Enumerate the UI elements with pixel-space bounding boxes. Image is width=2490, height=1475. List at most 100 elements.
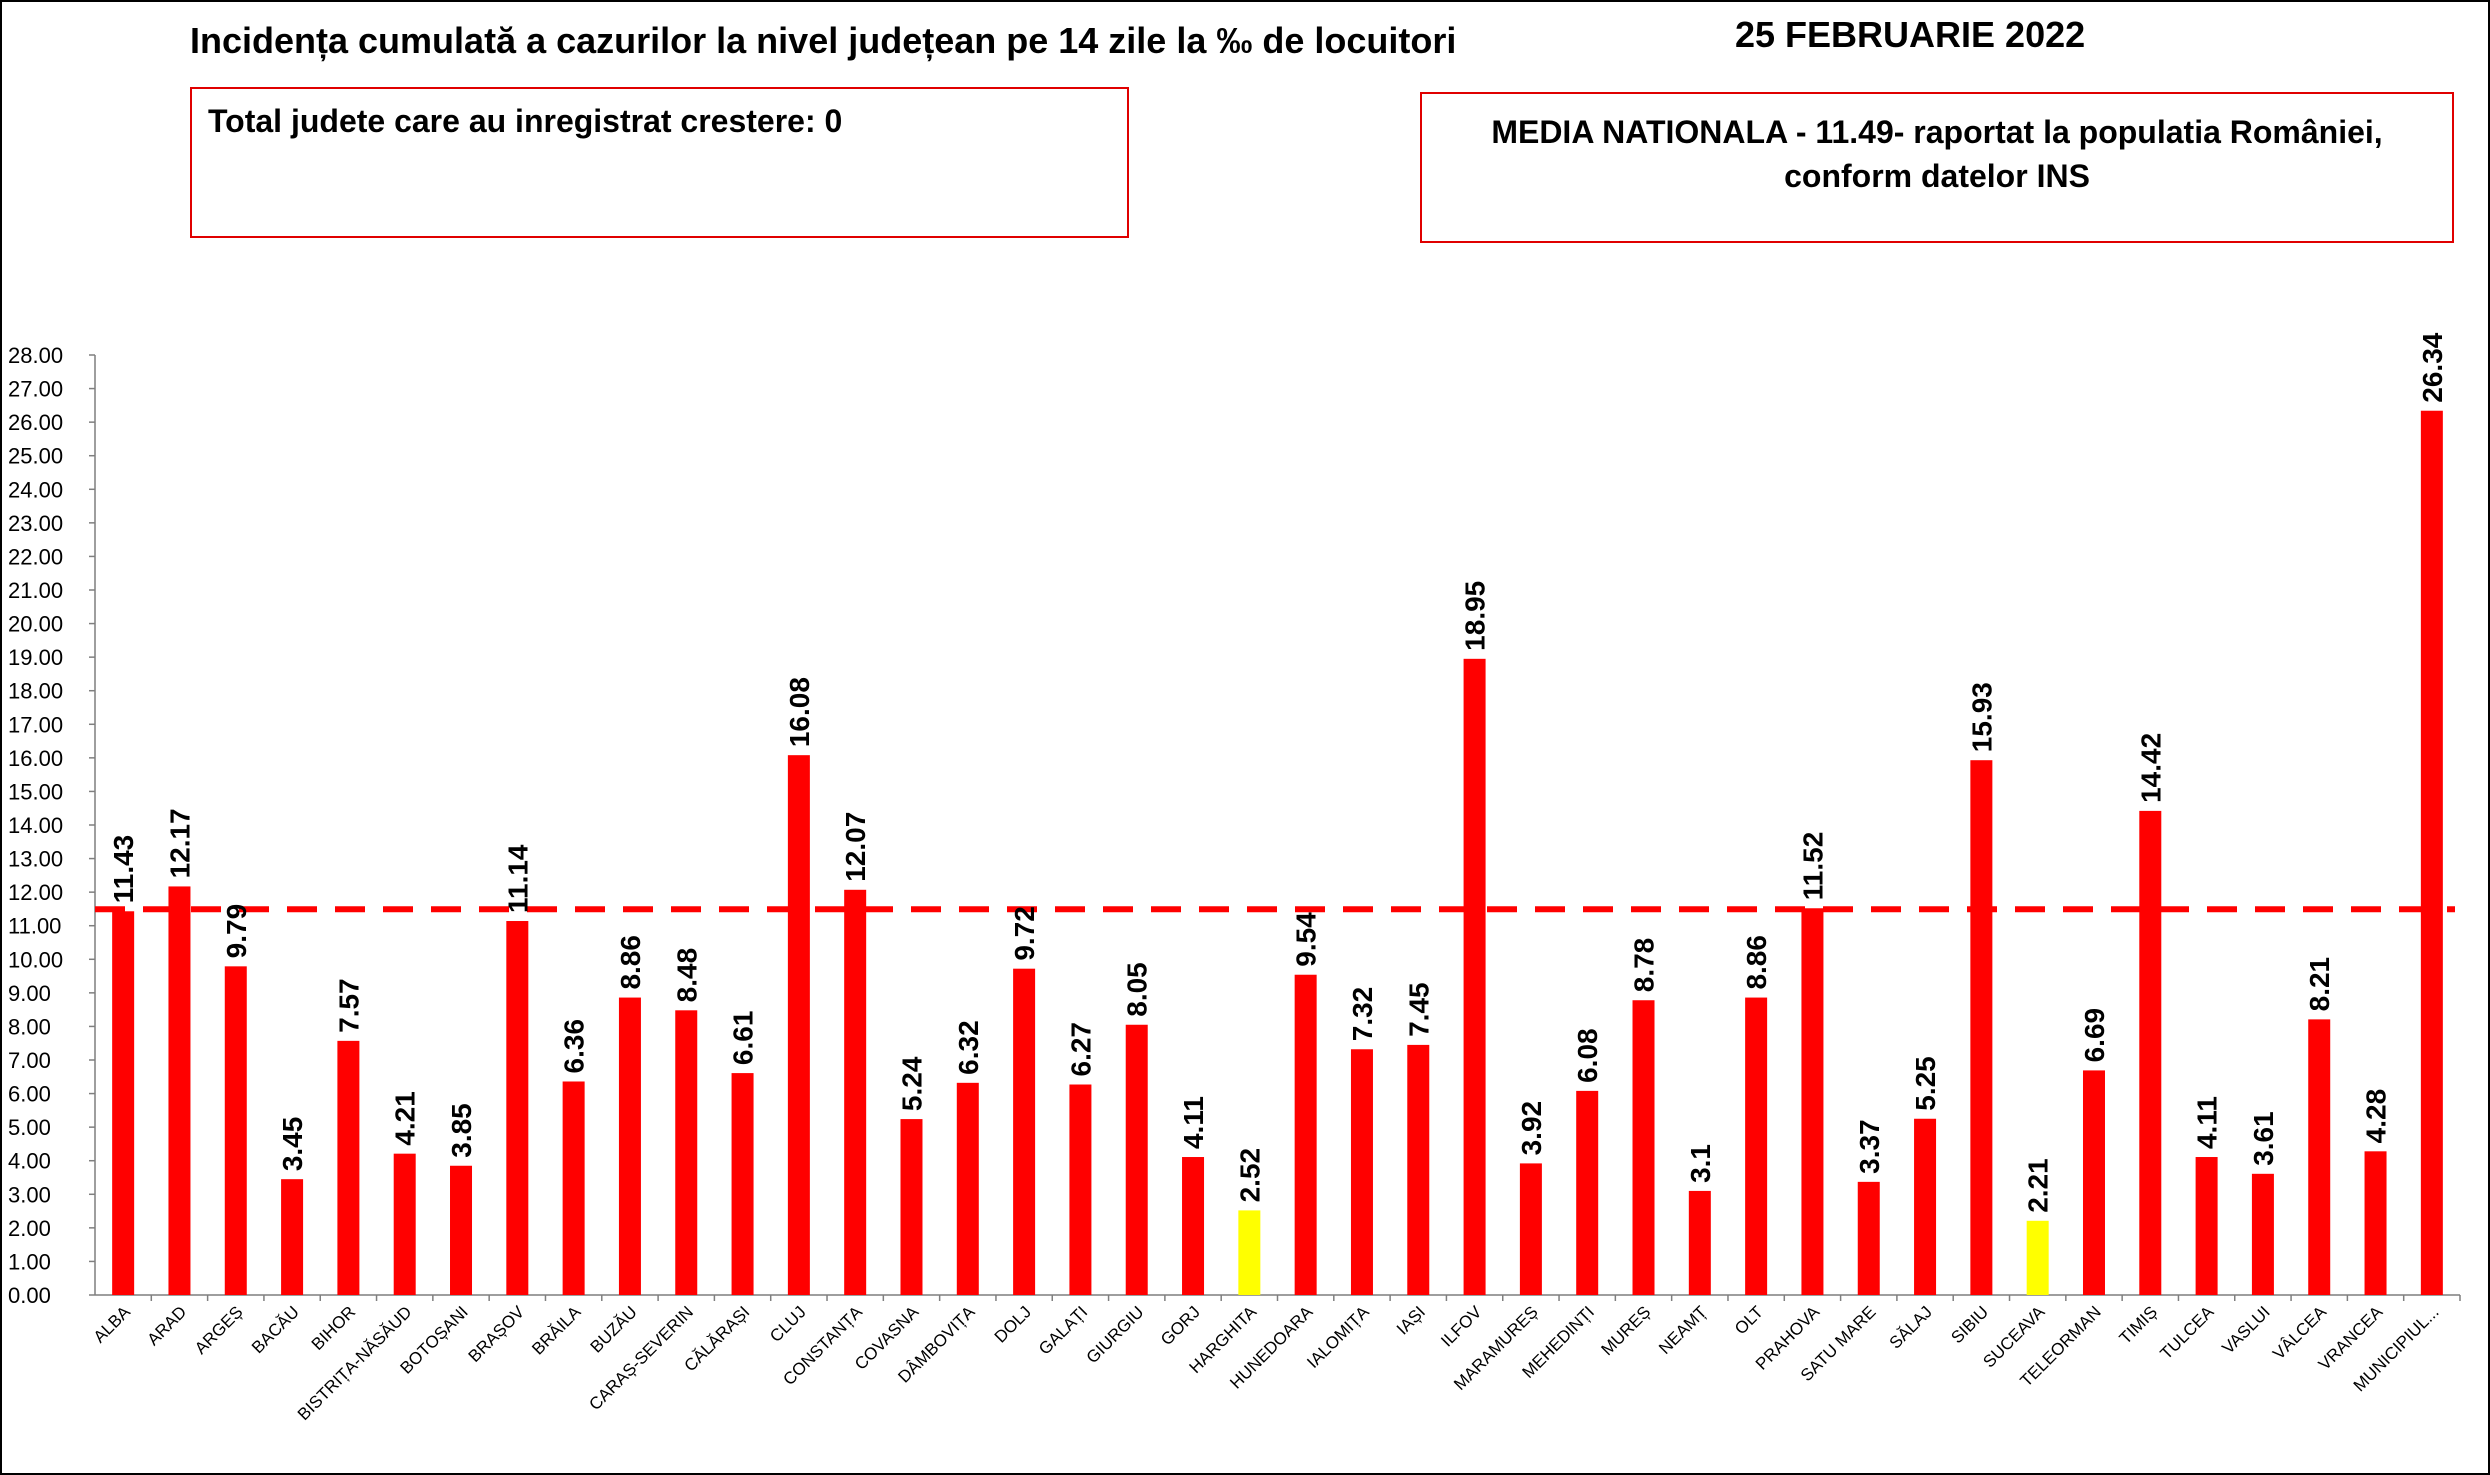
x-tick-label: ILFOV [1437,1302,1486,1351]
y-tick-label: 25.00 [8,444,63,469]
national-average-line-1: MEDIA NATIONALA - 11.49- raportat la pop… [1491,114,2383,150]
bar-18 [1125,1024,1148,1295]
x-tick-label: VASLUI [2218,1302,2273,1357]
y-tick-label: 28.00 [8,343,63,368]
bar-13 [844,889,867,1295]
x-tick-label: ARAD [143,1302,190,1349]
bar-29 [1745,997,1768,1295]
increase-count-box: Total judete care au inregistrat crester… [190,87,1129,238]
bar-12 [787,755,810,1295]
data-label: 7.57 [333,978,364,1033]
data-label: 4.11 [1178,1096,1209,1149]
x-tick-label: BRĂILA [528,1302,585,1359]
y-tick-label: 24.00 [8,477,63,502]
data-label: 5.24 [896,1056,927,1111]
bar-9 [618,997,641,1295]
bar-41 [2420,410,2443,1295]
x-tick-label: GIURGIU [1083,1302,1148,1367]
data-label: 9.79 [221,904,252,959]
bar-25 [1519,1163,1542,1295]
y-tick-label: 0.00 [8,1283,51,1308]
bar-21 [1294,974,1317,1295]
y-tick-label: 18.00 [8,679,63,704]
y-tick-label: 7.00 [8,1048,51,1073]
data-label: 11.43 [108,835,139,904]
data-label: 4.21 [390,1091,421,1146]
x-tick-label: BRAȘOV [465,1302,529,1366]
bar-37 [2195,1157,2218,1295]
x-tick-label: DOLJ [991,1302,1035,1346]
bar-11 [731,1073,754,1295]
bar-35 [2082,1070,2105,1295]
bar-24 [1463,658,1486,1295]
data-label: 3.61 [2248,1111,2279,1166]
bar-7 [506,921,529,1295]
data-label: 8.78 [1629,938,1660,993]
data-labels: 11.43 12.17 9.79 3.45 7.57 4.21 3.85 11.14 6.36 8… [108,332,2448,1213]
data-label: 8.86 [1741,935,1772,990]
x-tick-label: NEAMȚ [1655,1302,1711,1358]
data-label: 12.07 [840,812,871,882]
y-tick-label: 3.00 [8,1182,51,1207]
y-tick-label: 11.00 [8,914,61,939]
bar-8 [562,1081,585,1295]
y-tick-label: 5.00 [8,1115,51,1140]
national-average-box: MEDIA NATIONALA - 11.49- raportat la pop… [1420,92,2454,243]
y-tick-label: 22.00 [8,544,63,569]
x-tick-label: CARAȘ-SEVERIN [585,1302,697,1414]
y-tick-label: 10.00 [8,947,63,972]
data-label: 2.21 [2023,1158,2054,1213]
data-label: 16.08 [784,677,815,747]
y-tick-label: 6.00 [8,1082,51,1107]
bar-26 [1576,1090,1599,1295]
data-label: 3.1 [1685,1144,1716,1183]
data-label: 3.37 [1854,1119,1885,1174]
data-label: 11.52 [1797,832,1828,901]
x-tick-label: SĂLAJ [1886,1302,1936,1352]
x-tick-label: SIBIU [1947,1302,1992,1347]
x-tick-label: MUREȘ [1597,1302,1654,1359]
x-tick-label: CLUJ [766,1302,809,1345]
bar-23 [1407,1044,1430,1295]
y-tick-label: 16.00 [8,746,63,771]
bar-series [112,410,2443,1295]
chart-title: Incidența cumulată a cazurilor la nivel … [190,20,1457,61]
data-label: 2.52 [1234,1148,1265,1203]
y-tick-label: 1.00 [8,1249,51,1274]
bar-4 [337,1040,360,1295]
y-tick-label: 4.00 [8,1149,51,1174]
bar-10 [675,1010,698,1295]
data-label: 3.85 [446,1103,477,1158]
y-tick-label: 19.00 [8,645,63,670]
bar-17 [1069,1084,1092,1295]
data-label: 9.72 [1009,906,1040,961]
y-tick-label: 23.00 [8,511,63,536]
x-axis: ALBA ARAD ARGEȘ BACĂU BIHORBISTRIȚA-NĂSĂUDBO… [90,1294,2461,1424]
bar-30 [1801,908,1824,1295]
data-label: 5.25 [1910,1056,1941,1111]
y-tick-label: 8.00 [8,1014,51,1039]
bar-32 [1914,1118,1937,1295]
bar-36 [2139,810,2162,1295]
x-tick-label: BACĂU [248,1302,303,1357]
data-label: 6.69 [2079,1008,2110,1063]
bar-34 [2026,1220,2049,1295]
data-label: 14.42 [2135,733,2166,803]
national-average-line-2: conform datelor INS [1784,158,2090,194]
data-label: 8.05 [1122,962,1153,1017]
bar-19 [1182,1157,1205,1295]
bar-16 [1013,968,1036,1295]
data-label: 6.36 [559,1019,590,1074]
bar-3 [281,1179,304,1295]
x-tick-label: GALAȚI [1035,1302,1091,1358]
y-axis: 0.00 1.00 2.00 3.00 4.00 5.00 6.00 7.00 8.00 9.00… [8,343,96,1308]
bar-31 [1857,1181,1880,1295]
x-tick-label: TIMIȘ [2116,1302,2161,1347]
report-date: 25 FEBRUARIE 2022 [1735,14,2086,55]
y-tick-label: 21.00 [8,578,63,603]
x-tick-label: TULCEA [2157,1302,2218,1363]
y-tick-label: 13.00 [8,847,63,872]
bar-6 [450,1165,473,1295]
y-tick-label: 20.00 [8,612,63,637]
